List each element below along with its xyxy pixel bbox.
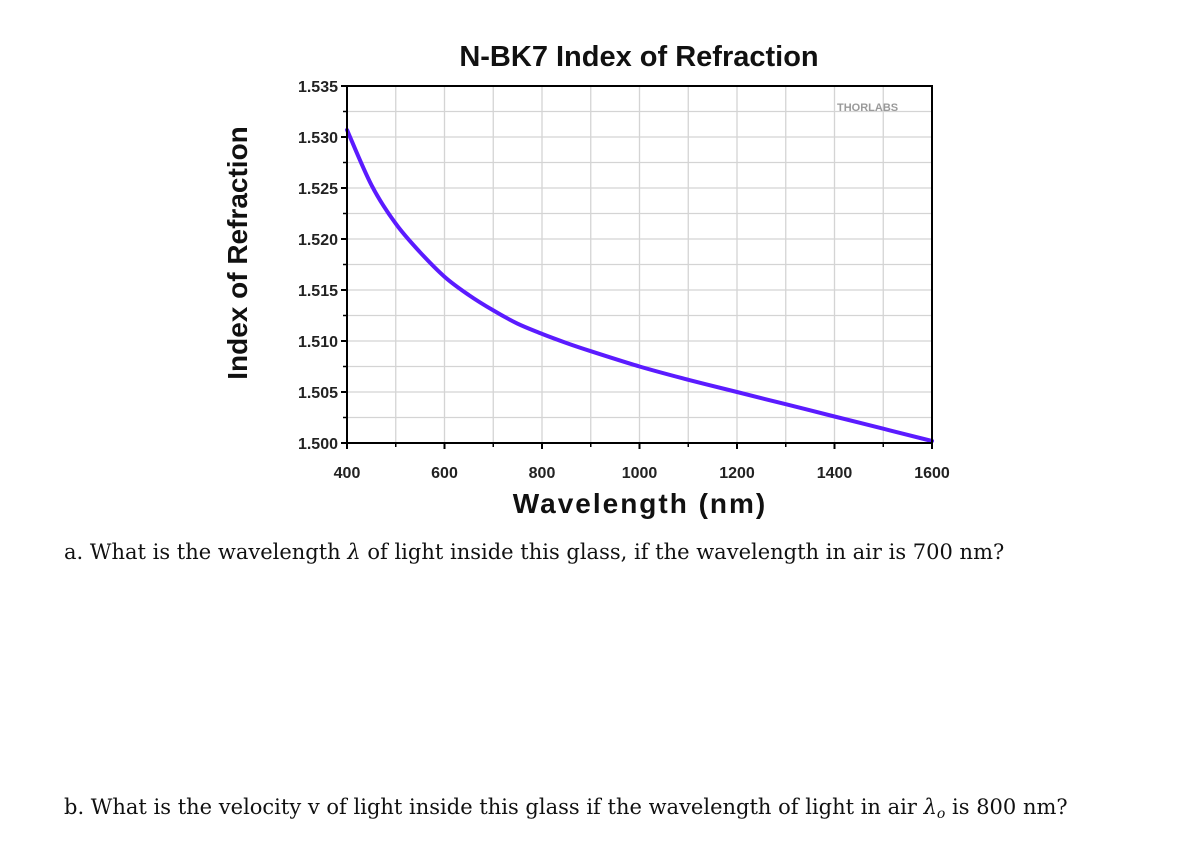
y-tick-label: 1.525 <box>298 181 338 198</box>
y-tick-label: 1.515 <box>298 283 338 300</box>
y-tick-label: 1.505 <box>298 385 338 402</box>
plot-frame <box>346 85 933 444</box>
question-a-suffix: of light inside this glass, if the wavel… <box>360 540 1005 564</box>
x-tick-label: 400 <box>334 465 361 482</box>
x-tick-labels: 400 600 800 1000 1200 1400 1600 <box>334 465 950 482</box>
refraction-curve <box>345 127 934 443</box>
y-tick-label: 1.500 <box>298 436 338 453</box>
x-tick-label: 800 <box>529 465 556 482</box>
question-b-suffix: is 800 nm? <box>945 795 1068 819</box>
chart-title: N-BK7 Index of Refraction <box>459 41 818 73</box>
y-tick-label: 1.520 <box>298 232 338 249</box>
x-tick-label: 1000 <box>622 465 658 482</box>
x-axis-label: Wavelength (nm) <box>513 488 768 519</box>
lambda-subscript: o <box>936 806 946 822</box>
axis-ticks <box>341 85 933 449</box>
thorlabs-watermark: THORLABS <box>837 102 898 114</box>
question-a: a. What is the wavelength λ of light ins… <box>64 540 1004 564</box>
y-tick-labels: 1.500 1.505 1.510 1.515 1.520 1.525 1.530 1.535 <box>298 79 338 453</box>
y-tick-label: 1.530 <box>298 130 338 147</box>
question-b: b. What is the velocity v of light insid… <box>64 795 1068 822</box>
y-tick-label: 1.510 <box>298 334 338 351</box>
question-b-prefix: b. What is the velocity v of light insid… <box>64 795 924 819</box>
x-tick-label: 1600 <box>914 465 950 482</box>
refraction-chart: N-BK7 Index of Refraction Index of Refra… <box>222 41 950 519</box>
grid-lines <box>347 86 932 443</box>
x-tick-label: 1400 <box>817 465 853 482</box>
x-tick-label: 1200 <box>719 465 755 482</box>
y-tick-label: 1.535 <box>298 79 338 96</box>
lambda-symbol: λ <box>347 540 361 564</box>
lambda-symbol: λ <box>923 795 937 819</box>
x-tick-label: 600 <box>431 465 458 482</box>
y-axis-label: Index of Refraction <box>222 126 253 380</box>
question-a-prefix: a. What is the wavelength <box>64 540 348 564</box>
